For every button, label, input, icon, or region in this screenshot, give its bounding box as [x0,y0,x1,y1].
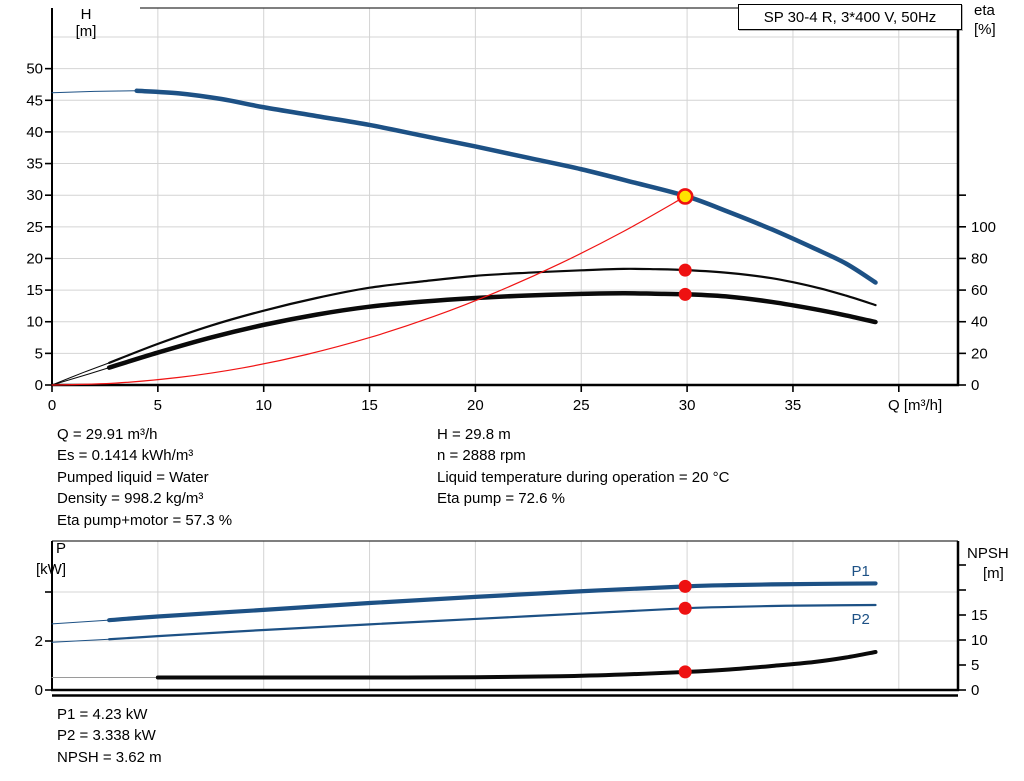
eta-pump-motor-curve [106,290,878,370]
y-right-axis-label: eta [974,2,996,19]
eta-pump-motor-point [678,287,692,301]
info-eta-pump-motor: Eta pump+motor = 57.3 % [57,511,233,529]
pump-title: SP 30-4 R, 3*400 V, 50Hz [763,8,937,26]
eta-pump-point [678,263,692,277]
tick-label-left: 50 [26,61,43,78]
tick-label-left: 0 [35,682,43,699]
y-left-axis-label: [m] [76,23,97,40]
tick-label-right: 10 [971,632,988,649]
head-curve [134,88,878,285]
p2-curve-lead-in [51,638,110,643]
tick-label-left: 25 [26,219,43,236]
y-left-axis-label: H [81,6,92,23]
tick-label-left: 40 [26,124,43,141]
tick-label-right: 0 [971,682,979,699]
tick-label-left: 10 [26,314,43,331]
tick-label-left: 2 [35,633,43,650]
tick-label-left: 5 [35,345,43,362]
info-p1: P1 = 4.23 kW [57,706,148,723]
tick-label-x: 35 [785,397,802,414]
operating-data-right: H = 29.8 m n = 2888 rpm Liquid temperatu… [437,424,729,510]
tick-label-right: 80 [971,250,988,267]
info-liquid-temperature: Liquid temperature during operation = 20… [437,468,730,486]
info-head: H = 29.8 m [437,426,511,443]
tick-label-right: 40 [971,314,988,331]
tick-label-right: 60 [971,282,988,299]
head-curve-lead-in [51,90,138,94]
info-flow: Q = 29.91 m³/h [57,426,158,443]
duty-point[interactable] [676,188,694,205]
tick-label-left: 35 [26,156,43,173]
p1-point [678,579,692,593]
y-left-axis-label: [kW] [36,561,66,578]
p1-curve-lead-in [51,619,110,625]
system-curve [51,195,686,386]
x-axis-label: Q [m³/h] [888,397,942,414]
series-label-p2: P2 [852,611,870,628]
tick-label-right: 15 [971,607,988,624]
info-eta-pump: Eta pump = 72.6 % [437,490,565,508]
npsh-curve [155,650,878,680]
tick-label-x: 10 [255,397,272,414]
tick-label-left: 20 [26,250,43,267]
tick-label-right: 0 [971,377,979,394]
info-pumped-liquid: Pumped liquid = Water [57,468,209,486]
eta-pump-curve [108,267,877,364]
p1-curve [107,581,878,623]
tick-label-x: 20 [467,397,484,414]
tick-label-right: 100 [971,219,996,236]
info-npsh: NPSH = 3.62 m [57,748,162,766]
p2-curve [108,603,877,641]
y-right-axis-label: NPSH [967,545,1009,562]
tick-label-x: 25 [573,397,590,414]
tick-label-left: 30 [26,187,43,204]
info-specific-energy: Es = 0.1414 kWh/m³ [57,447,194,465]
tick-label-right: 20 [971,345,988,362]
npsh-point [678,665,692,679]
p2-point [678,601,692,615]
tick-label-left: 45 [26,92,43,109]
power-data: P1 = 4.23 kW P2 = 3.338 kW NPSH = 3.62 m [57,704,162,768]
eta-pump-curve-lead-in [51,362,110,386]
info-p2: P2 = 3.338 kW [57,727,156,745]
info-density: Density = 998.2 kg/m³ [57,490,204,508]
eta-pump-motor-curve-lead-in [51,367,110,386]
y-left-axis-label: P [56,540,66,557]
y-right-axis-label: [m] [983,565,1004,582]
tick-label-left: 15 [26,282,43,299]
tick-label-x: 30 [679,397,696,414]
tick-label-left: 0 [35,377,43,394]
info-speed: n = 2888 rpm [437,447,526,465]
tick-label-right: 5 [971,657,979,674]
operating-data-left: Q = 29.91 m³/h Es = 0.1414 kWh/m³ Pumped… [57,424,232,531]
y-right-axis-label: [%] [974,21,996,38]
tick-label-x: 0 [48,397,56,414]
pump-title-box: SP 30-4 R, 3*400 V, 50Hz [738,4,962,30]
tick-label-x: 5 [154,397,162,414]
series-label-p1: P1 [852,563,870,580]
tick-label-x: 15 [361,397,378,414]
